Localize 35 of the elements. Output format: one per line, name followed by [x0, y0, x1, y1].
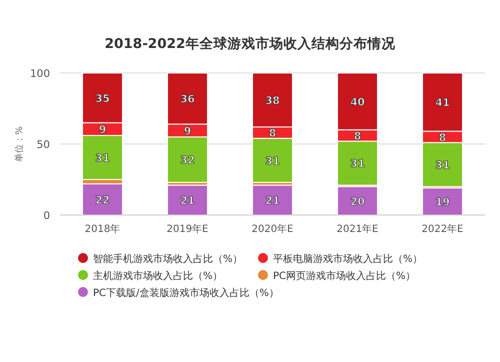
data-label: 8	[268, 128, 276, 140]
legend-label: 平板电脑游戏市场收入占比（%）	[273, 253, 423, 265]
data-label: 36	[180, 94, 195, 106]
data-label: 20	[350, 196, 365, 208]
data-label: 40	[350, 96, 365, 108]
data-label: 9	[98, 124, 106, 136]
x-tick-label: 2019年E	[166, 223, 208, 235]
y-tick-label: 0	[43, 210, 50, 222]
x-tick-label: 2022年E	[422, 223, 464, 235]
data-label: 35	[95, 92, 110, 105]
x-tick-label: 2021年E	[336, 223, 378, 235]
data-label: 31	[95, 152, 110, 164]
y-tick-label: 100	[30, 68, 50, 80]
legend-label: 主机游戏市场收入占比（%）	[93, 270, 223, 282]
data-label: 22	[95, 194, 110, 206]
data-label: 8	[354, 130, 362, 142]
y-tick-label: 50	[36, 139, 50, 151]
data-label: 31	[350, 158, 365, 170]
x-tick-label: 2018年	[84, 223, 120, 235]
data-label: 19	[435, 196, 450, 209]
data-label: 21	[265, 195, 280, 208]
data-label: 21	[180, 195, 195, 208]
legend-label: PC网页游戏市场收入占比（%）	[273, 270, 416, 282]
data-label: 8	[438, 132, 446, 144]
data-label: 32	[180, 154, 195, 167]
chart-title: 2018-2022年全球游戏市场收入结构分布情况	[104, 35, 396, 52]
data-label: 31	[435, 160, 450, 172]
y-axis-title: 单位：%	[14, 126, 25, 162]
legend-label: PC下载版/盒装版游戏市场收入占比（%）	[93, 287, 279, 299]
data-label: 9	[184, 126, 192, 138]
data-label: 31	[265, 155, 280, 168]
data-label: 41	[435, 97, 450, 110]
x-tick-label: 2020年E	[252, 223, 294, 235]
legend-label: 智能手机游戏市场收入占比（%）	[93, 253, 243, 265]
data-label: 38	[265, 94, 280, 107]
